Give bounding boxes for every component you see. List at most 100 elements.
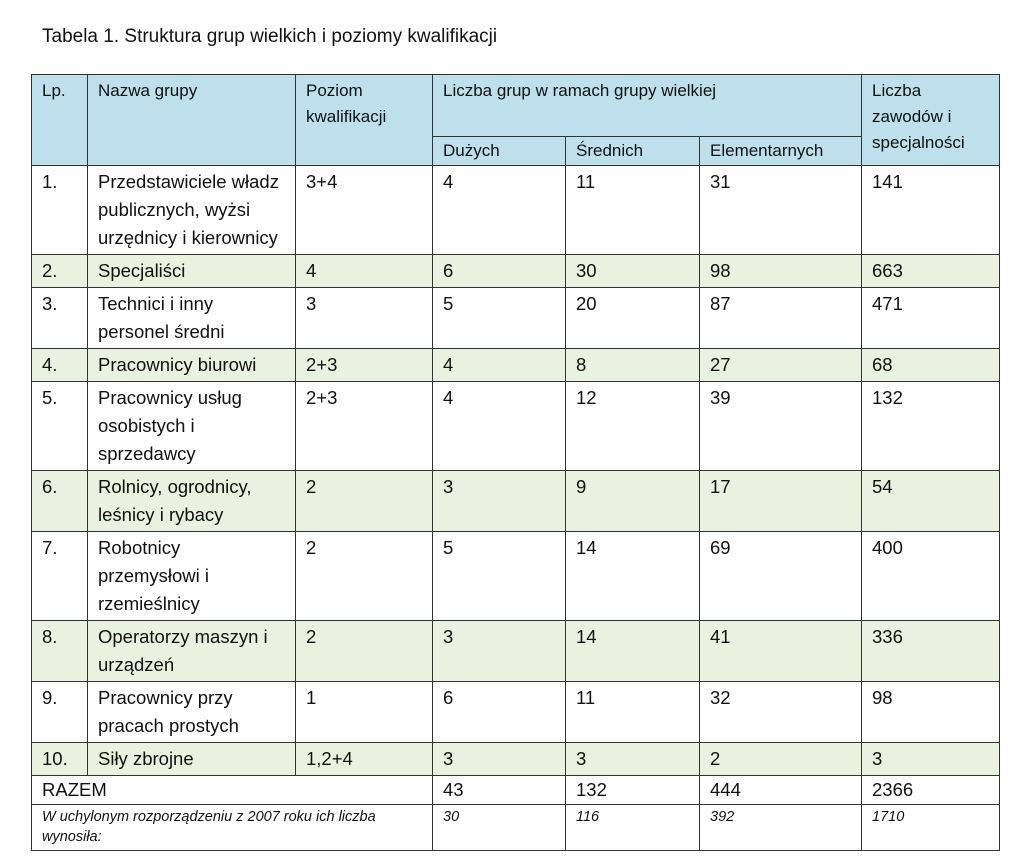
cell-lp: 10. <box>31 742 88 776</box>
cell-occupations: 141 <box>861 165 1001 255</box>
header-groups: Liczba grup w ramach grupy wielkiej <box>431 74 863 137</box>
cell-lp: 7. <box>31 531 88 621</box>
cell-name: Specjaliści <box>87 254 296 288</box>
cell-occupations: 663 <box>861 254 1001 288</box>
cell-elementary: 32 <box>698 681 863 743</box>
cell-elementary: 98 <box>698 254 863 288</box>
header-elementary: Elementarnych <box>698 136 863 166</box>
cell-large: 4 <box>432 381 566 471</box>
cell-medium: 20 <box>565 287 700 349</box>
cell-name: Operatorzy maszyn i urządzeń <box>87 620 296 682</box>
table-row: 4. Pracownicy biurowi 2+3 4 8 27 68 <box>31 348 1001 382</box>
cell-elementary: 39 <box>698 381 863 471</box>
cell-level: 3 <box>295 287 433 349</box>
table-row: 8. Operatorzy maszyn i urządzeń 2 3 14 4… <box>31 620 1001 682</box>
cell-occupations: 98 <box>861 681 1001 743</box>
table-row: 10. Siły zbrojne 1,2+4 3 3 2 3 <box>31 742 1001 776</box>
cell-large: 6 <box>432 254 566 288</box>
cell-elementary: 31 <box>698 165 863 255</box>
cell-large: 6 <box>432 681 566 743</box>
cell-name: Pracownicy przy pracach prostych <box>87 681 296 743</box>
cell-level: 2+3 <box>295 381 433 471</box>
table-row: 5. Pracownicy usług osobistych i sprzeda… <box>31 381 1001 471</box>
table-row: 9. Pracownicy przy pracach prostych 1 6 … <box>31 681 1001 743</box>
total-large: 43 <box>432 775 566 805</box>
cell-level: 1,2+4 <box>295 742 433 776</box>
cell-name: Rolnicy, ogrodnicy, leśnicy i rybacy <box>87 470 296 532</box>
cell-medium: 8 <box>565 348 700 382</box>
total-label: RAZEM <box>31 775 433 805</box>
cell-occupations: 54 <box>861 470 1001 532</box>
cell-occupations: 336 <box>861 620 1001 682</box>
cell-medium: 30 <box>565 254 700 288</box>
cell-medium: 11 <box>565 165 700 255</box>
header-name: Nazwa grupy <box>87 74 296 166</box>
cell-medium: 11 <box>565 681 700 743</box>
cell-large: 3 <box>432 620 566 682</box>
previous-elementary: 392 <box>698 804 863 851</box>
cell-elementary: 2 <box>698 742 863 776</box>
cell-lp: 9. <box>31 681 88 743</box>
table-row: 2. Specjaliści 4 6 30 98 663 <box>31 254 1001 288</box>
cell-occupations: 471 <box>861 287 1001 349</box>
cell-lp: 4. <box>31 348 88 382</box>
cell-name: Pracownicy biurowi <box>87 348 296 382</box>
cell-medium: 14 <box>565 620 700 682</box>
cell-large: 4 <box>432 165 566 255</box>
previous-medium: 116 <box>565 804 700 851</box>
cell-occupations: 3 <box>861 742 1001 776</box>
previous-label: W uchylonym rozporządzeniu z 2007 roku i… <box>31 804 433 851</box>
cell-lp: 6. <box>31 470 88 532</box>
table-row: 6. Rolnicy, ogrodnicy, leśnicy i rybacy … <box>31 470 1001 532</box>
total-occupations: 2366 <box>861 775 1001 805</box>
cell-level: 2+3 <box>295 348 433 382</box>
cell-elementary: 17 <box>698 470 863 532</box>
cell-name: Przedstawiciele władz publicznych, wyżsi… <box>87 165 296 255</box>
table-row: 7. Robotnicy przemysłowi i rzemieślnicy … <box>31 531 1001 621</box>
cell-elementary: 41 <box>698 620 863 682</box>
cell-lp: 8. <box>31 620 88 682</box>
table-row: 1. Przedstawiciele władz publicznych, wy… <box>31 165 1001 255</box>
cell-name: Robotnicy przemysłowi i rzemieślnicy <box>87 531 296 621</box>
cell-medium: 3 <box>565 742 700 776</box>
cell-medium: 9 <box>565 470 700 532</box>
previous-large: 30 <box>432 804 566 851</box>
cell-large: 5 <box>432 287 566 349</box>
header-large: Dużych <box>432 136 566 166</box>
table-row: 3. Technici i inny personel średni 3 5 2… <box>31 287 1001 349</box>
cell-lp: 3. <box>31 287 88 349</box>
cell-large: 3 <box>432 470 566 532</box>
cell-elementary: 69 <box>698 531 863 621</box>
total-medium: 132 <box>565 775 700 805</box>
cell-level: 3+4 <box>295 165 433 255</box>
cell-large: 3 <box>432 742 566 776</box>
table-caption: Tabela 1. Struktura grup wielkich i pozi… <box>42 26 498 47</box>
qualification-table: Lp. Nazwa grupy Poziom kwalifikacji Licz… <box>31 74 1001 851</box>
cell-medium: 12 <box>565 381 700 471</box>
cell-medium: 14 <box>565 531 700 621</box>
previous-row: W uchylonym rozporządzeniu z 2007 roku i… <box>31 804 1001 851</box>
header-lp: Lp. <box>31 74 88 166</box>
table-body: 1. Przedstawiciele władz publicznych, wy… <box>31 165 1001 851</box>
header-medium: Średnich <box>565 136 700 166</box>
total-elementary: 444 <box>698 775 863 805</box>
cell-lp: 1. <box>31 165 88 255</box>
cell-elementary: 87 <box>698 287 863 349</box>
cell-level: 2 <box>295 470 433 532</box>
cell-lp: 2. <box>31 254 88 288</box>
cell-lp: 5. <box>31 381 88 471</box>
cell-large: 5 <box>432 531 566 621</box>
header-level: Poziom kwalifikacji <box>295 74 433 166</box>
total-row: RAZEM 43 132 444 2366 <box>31 775 1001 805</box>
cell-large: 4 <box>432 348 566 382</box>
header-occupations: Liczba zawodów i specjalności <box>861 74 1001 166</box>
cell-level: 2 <box>295 531 433 621</box>
cell-level: 2 <box>295 620 433 682</box>
previous-occupations: 1710 <box>861 804 1001 851</box>
cell-occupations: 132 <box>861 381 1001 471</box>
cell-name: Siły zbrojne <box>87 742 296 776</box>
cell-level: 4 <box>295 254 433 288</box>
cell-name: Technici i inny personel średni <box>87 287 296 349</box>
cell-elementary: 27 <box>698 348 863 382</box>
cell-occupations: 68 <box>861 348 1001 382</box>
